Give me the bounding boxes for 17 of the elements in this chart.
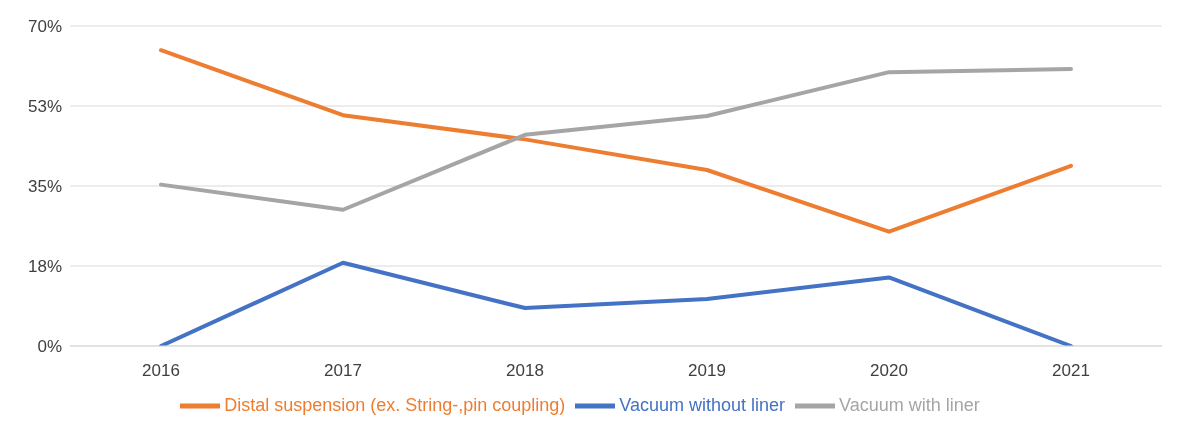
x-tick-label: 2021 — [1052, 361, 1090, 381]
x-tick-label: 2017 — [324, 361, 362, 381]
legend-label: Vacuum without liner — [619, 394, 786, 415]
x-tick-label: 2020 — [870, 361, 908, 381]
y-tick-label: 18% — [27, 257, 62, 277]
y-tick-label: 0% — [37, 337, 62, 357]
y-tick-label: 70% — [27, 17, 62, 37]
legend-label: Vacuum with liner — [839, 394, 980, 415]
line-series — [159, 48, 1073, 234]
y-tick-label: 53% — [27, 97, 62, 117]
x-tick-label: 2018 — [506, 361, 544, 381]
legend-label: Distal suspension (ex. String-,pin coupling) — [224, 394, 566, 415]
y-tick-label: 35% — [27, 177, 62, 197]
x-tick-label: 2019 — [688, 361, 726, 381]
x-tick-label: 2016 — [142, 361, 180, 381]
line-series — [159, 66, 1073, 212]
line-series — [159, 260, 1073, 346]
